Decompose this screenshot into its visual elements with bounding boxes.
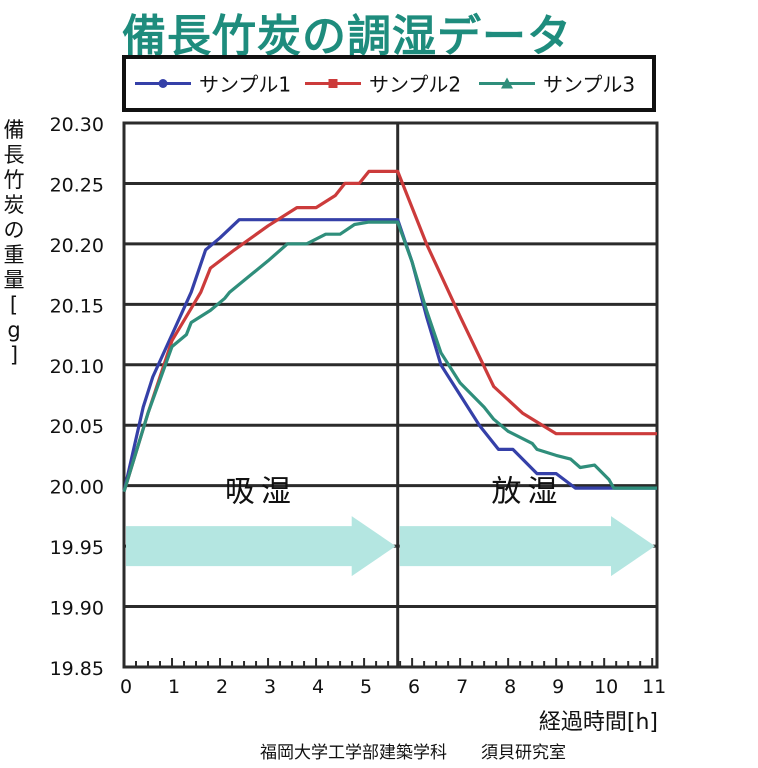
y-tick-label: 20.05: [50, 416, 104, 438]
y-tick-label: 19.90: [50, 598, 104, 620]
x-tick-label: 4: [312, 676, 324, 698]
x-tick-label: 7: [456, 676, 468, 698]
legend-marker: [158, 79, 168, 88]
y-axis-label-char: 竹: [3, 168, 25, 192]
phase-arrow: [399, 516, 655, 577]
y-axis-label-char: 炭: [3, 193, 25, 217]
y-axis-label-char: 重: [3, 243, 25, 267]
y-tick-label: 20.10: [50, 356, 104, 378]
phase-label: 放湿: [491, 474, 563, 509]
y-axis-label: 備長竹炭の重量[g]: [3, 118, 25, 368]
x-tick-label: 8: [504, 676, 516, 698]
credit-institution: 福岡大学工学部建築学科: [260, 743, 447, 763]
series-line: [122, 220, 657, 493]
credit-lab: 須貝研究室: [481, 743, 566, 763]
credit-line: 福岡大学工学部建築学科 須貝研究室: [260, 738, 566, 763]
series-line: [122, 218, 657, 493]
x-tick-label: 0: [120, 676, 132, 698]
legend-label: サンプル3: [543, 73, 635, 97]
series-line: [122, 169, 657, 493]
x-tick-label: 6: [408, 676, 420, 698]
legend-label: サンプル1: [199, 73, 291, 97]
y-axis-label-char: 備: [3, 118, 25, 142]
legend-label: サンプル2: [369, 73, 461, 97]
y-axis-label-char: g: [7, 318, 21, 342]
y-tick-label: 19.85: [50, 658, 104, 680]
x-tick-label: 9: [552, 676, 564, 698]
y-axis-label-char: 量: [3, 268, 25, 292]
x-axis-label: 経過時間[h]: [538, 710, 658, 735]
y-tick-label: 20.00: [50, 477, 104, 499]
x-tick-label: 2: [216, 676, 228, 698]
plot-frame: [122, 121, 659, 669]
x-tick-label: 11: [642, 676, 666, 698]
y-tick-label: 20.25: [50, 174, 104, 196]
y-tick-label: 20.30: [50, 114, 104, 136]
y-axis-label-char: 長: [3, 143, 25, 167]
x-tick-label: 5: [360, 676, 372, 698]
y-tick-label: 19.95: [50, 537, 104, 559]
y-axis-label-char: [: [9, 293, 19, 317]
phase-arrow: [126, 516, 396, 577]
legend-marker: [501, 77, 513, 89]
legend-box: [122, 55, 656, 112]
y-tick-label: 20.15: [50, 295, 104, 317]
legend-marker: [328, 79, 338, 88]
phase-label: 吸湿: [225, 474, 297, 509]
y-axis-label-char: ]: [9, 343, 19, 367]
y-axis-label-char: の: [3, 218, 25, 242]
x-tick-label: 3: [264, 676, 276, 698]
x-tick-label: 1: [168, 676, 180, 698]
chart-title: 備長竹炭の調湿データ: [122, 11, 572, 62]
y-tick-label: 20.20: [50, 235, 104, 257]
x-tick-label: 10: [594, 676, 618, 698]
